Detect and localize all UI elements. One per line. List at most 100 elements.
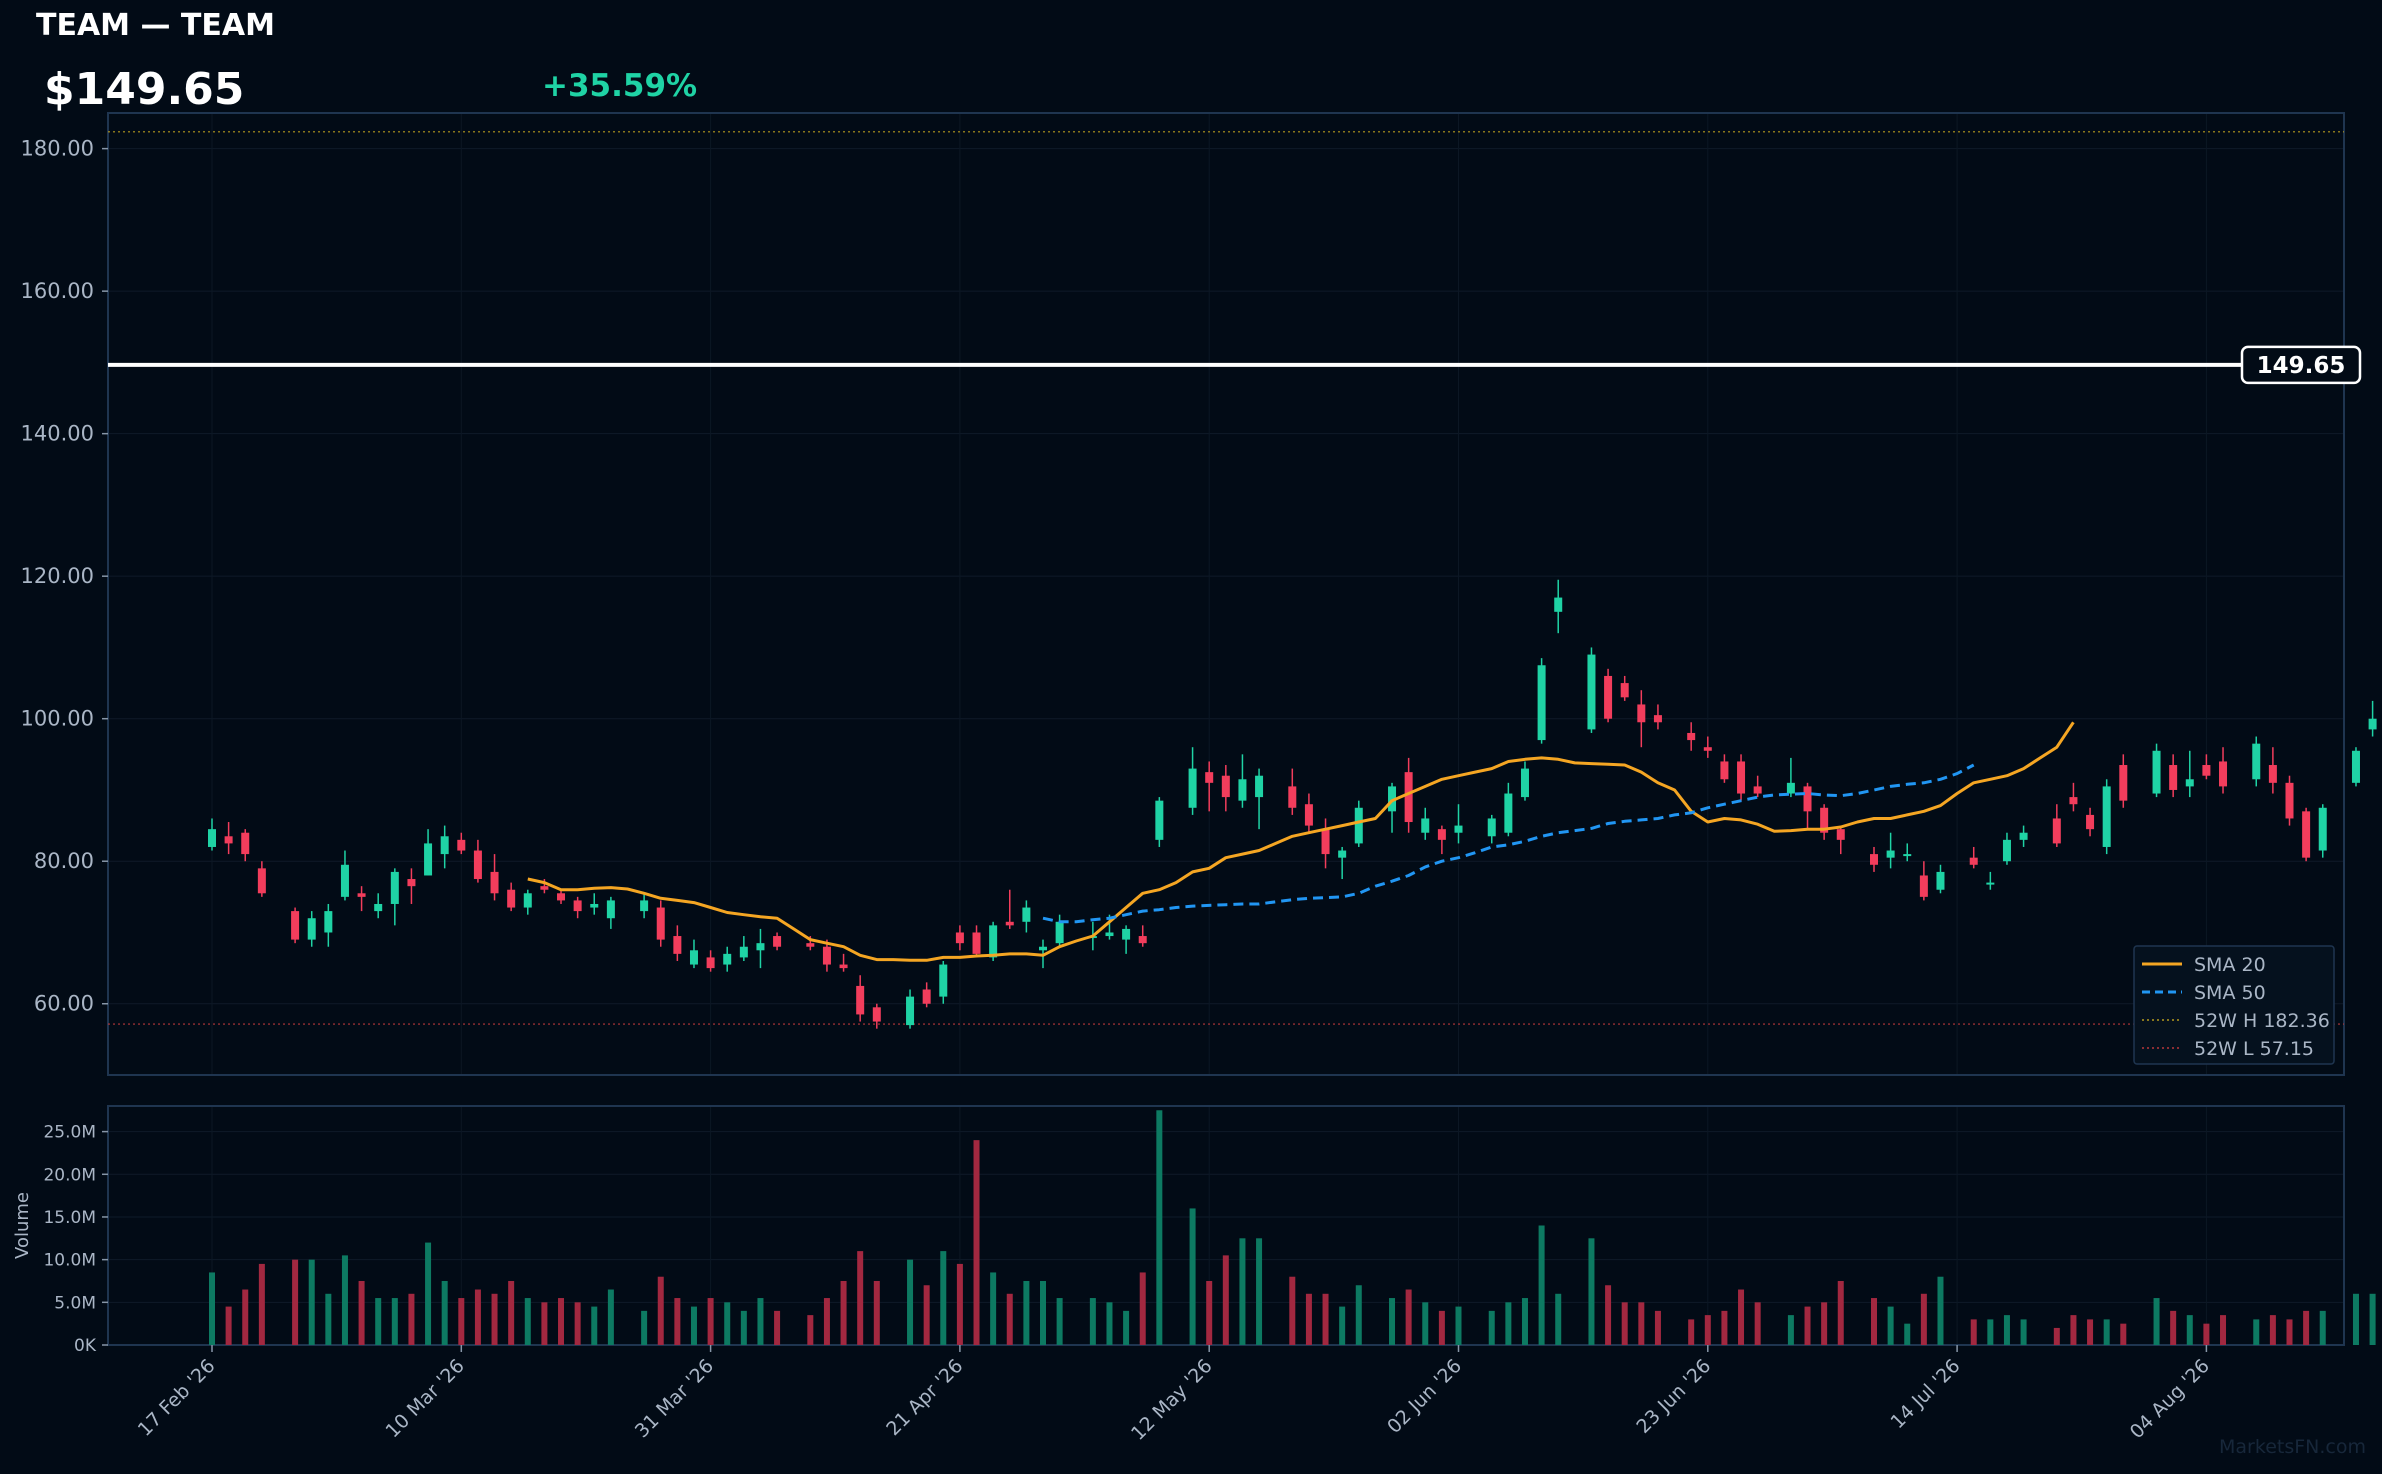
volume-bar (2319, 1310, 2326, 1345)
volume-bar (2070, 1315, 2077, 1345)
candle-body (1687, 732, 1696, 741)
candle-body (1321, 829, 1330, 855)
sma-20-line (527, 721, 2075, 962)
candle-body (224, 836, 233, 844)
date-tick-label: 02 Jun '26 (1383, 1355, 1466, 1438)
volume-bar (1455, 1306, 1462, 1345)
volume-bar (391, 1298, 398, 1345)
volume-bar (907, 1259, 914, 1345)
volume-bar (508, 1280, 515, 1345)
volume-bar (1721, 1310, 1728, 1345)
volume-tick-label: 25.0M (43, 1123, 96, 1143)
candle-body (1886, 850, 1895, 858)
last-price-line: 149.65 (108, 345, 2362, 385)
candle-body (241, 832, 250, 855)
candle-body (939, 964, 948, 997)
volume-bar (873, 1280, 880, 1345)
volume-bar (209, 1272, 215, 1345)
volume-bar (2103, 1319, 2110, 1345)
price-tick-label: 60.00 (34, 992, 94, 1016)
candle-body (1520, 768, 1529, 798)
volume-bar (1106, 1302, 1113, 1345)
volume-bar (1887, 1306, 1894, 1345)
price-panel-border (107, 112, 2345, 1076)
candle-body (1487, 818, 1496, 837)
volume-tick-label: 5.0M (54, 1293, 96, 1313)
candle-body (856, 985, 865, 1015)
volume-bar (1638, 1302, 1645, 1345)
volume-bar (690, 1306, 697, 1345)
candle-body (2086, 814, 2095, 830)
volume-bar (757, 1298, 764, 1345)
candle-body (1604, 675, 1613, 719)
date-axis: 17 Feb '26 10 Mar '26 31 Mar '26 21 Apr '26… (134, 1345, 2214, 1445)
volume-bar (1904, 1323, 1911, 1345)
volume-bar (973, 1140, 980, 1345)
watermark: MarketsFN.com (2219, 1436, 2366, 1458)
candle-body (1803, 786, 1812, 812)
candle-body (1039, 946, 1047, 951)
candle-body (2268, 765, 2277, 783)
volume-bar (2286, 1319, 2293, 1345)
candle-body (2052, 818, 2061, 844)
volume-bar (1970, 1319, 1977, 1345)
candle-body (2219, 761, 2228, 787)
date-tick-label: 31 Mar '26 (631, 1355, 718, 1442)
candle-body (2351, 750, 2360, 783)
price-gridlines (108, 113, 2344, 1075)
price-tick-label: 120.00 (21, 564, 94, 588)
volume-bar (2253, 1319, 2260, 1345)
candle-body (407, 879, 416, 887)
candle-body (739, 946, 748, 958)
candle-body (1221, 775, 1230, 798)
candle-body (1155, 800, 1164, 840)
candle-body (1703, 747, 1712, 751)
volume-bar (1256, 1238, 1263, 1345)
volume-bar (1588, 1238, 1595, 1345)
volume-bar (1438, 1310, 1445, 1345)
volume-bar (591, 1306, 598, 1345)
candle-body (2119, 765, 2128, 801)
volume-bar (541, 1302, 548, 1345)
candle-body (1255, 775, 1264, 798)
candle-body (756, 943, 765, 951)
candle-body (2368, 718, 2377, 730)
volume-bar (225, 1306, 232, 1345)
candle-body (457, 839, 466, 851)
volume-bar (1339, 1306, 1346, 1345)
candle-body (1554, 597, 1563, 612)
price-axis: 60.00 80.00 100.00 120.00 140.00 160.00 180.00 (21, 137, 108, 1016)
candle-body (590, 903, 599, 908)
volume-bar (823, 1298, 830, 1345)
candle-body (1205, 772, 1214, 783)
volume-bar (2020, 1319, 2027, 1345)
volume-bar (1787, 1315, 1794, 1345)
volume-bar (1621, 1302, 1628, 1345)
legend-box (2133, 945, 2335, 1065)
volume-bar (674, 1298, 681, 1345)
volume-bar (1239, 1238, 1246, 1345)
candle-body (822, 946, 831, 965)
candle-body (773, 936, 782, 947)
price-tick-label: 180.00 (21, 137, 94, 161)
candle-body (1354, 807, 1363, 844)
candle-body (1637, 704, 1646, 723)
volume-bar (641, 1310, 648, 1345)
candle-body (1587, 654, 1596, 730)
candle-body (1105, 932, 1114, 937)
volume-tick-label: 10.0M (43, 1251, 96, 1271)
candle-body (1022, 907, 1031, 922)
volume-bar (341, 1255, 348, 1345)
candle-body (208, 829, 216, 847)
candle-body (340, 864, 349, 897)
candle-body (507, 889, 516, 908)
volume-bar (1704, 1315, 1711, 1345)
last-price-label: 149.65 (2257, 353, 2346, 379)
volume-tick-label: 20.0M (43, 1165, 96, 1185)
candle-body (2252, 743, 2261, 780)
volume-bar (574, 1302, 581, 1345)
volume-bar (1605, 1285, 1612, 1345)
candle-body (324, 911, 333, 933)
volume-bar (2352, 1293, 2359, 1345)
volume-bar (258, 1263, 265, 1345)
